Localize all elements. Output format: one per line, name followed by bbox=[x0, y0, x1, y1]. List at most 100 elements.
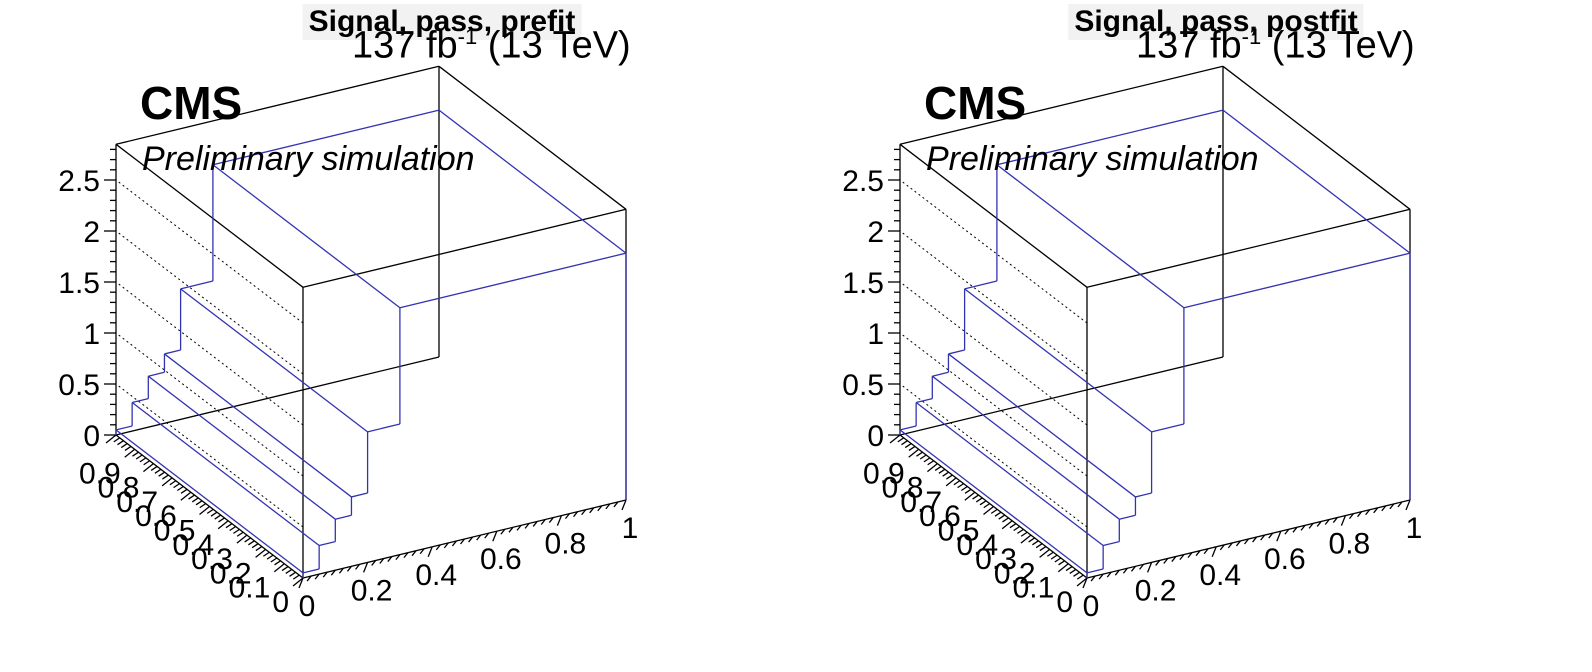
x-tick bbox=[492, 530, 498, 542]
x-tick bbox=[508, 526, 514, 533]
y-tick-label: 0.1 bbox=[229, 572, 271, 605]
y-tick bbox=[248, 540, 255, 546]
x-tick-label: 0 bbox=[299, 590, 316, 623]
z-gridline bbox=[115, 332, 304, 477]
x-tick bbox=[1179, 554, 1185, 561]
x-tick bbox=[1316, 521, 1322, 527]
lego-top-front-edge bbox=[1086, 568, 1104, 574]
y-tick bbox=[960, 485, 968, 492]
x-tick bbox=[1203, 548, 1209, 555]
y-tick bbox=[889, 434, 901, 444]
lego-top-front-edge bbox=[1151, 423, 1185, 433]
lego-top-back-edge bbox=[115, 425, 133, 431]
y-tick bbox=[180, 491, 192, 501]
y-tick bbox=[998, 514, 1006, 520]
x-tick bbox=[322, 571, 328, 578]
y-tick bbox=[994, 511, 1002, 517]
lego-top-front-edge bbox=[1119, 514, 1136, 520]
x-tick bbox=[1122, 567, 1128, 574]
y-tick bbox=[1002, 517, 1009, 523]
y-tick bbox=[292, 577, 304, 587]
x-tick bbox=[1292, 526, 1298, 533]
x-tick bbox=[387, 556, 393, 562]
lego-top-depth-edge bbox=[115, 429, 304, 574]
lumi-label: 137 fb-1 (13 TeV) bbox=[352, 24, 631, 68]
z-gridline bbox=[899, 281, 1088, 426]
y-tick bbox=[176, 485, 184, 492]
lego-top-front-edge bbox=[351, 492, 368, 498]
x-tick bbox=[468, 536, 474, 543]
y-tick bbox=[983, 503, 991, 509]
z-gridline bbox=[899, 383, 1088, 528]
y-tick bbox=[908, 445, 916, 451]
x-tick bbox=[1114, 569, 1120, 576]
x-tick bbox=[395, 554, 401, 561]
cms-label: CMS bbox=[140, 77, 243, 129]
y-tick bbox=[229, 525, 237, 532]
y-tick bbox=[233, 528, 240, 534]
y-tick bbox=[281, 566, 289, 572]
x-tick bbox=[338, 567, 344, 574]
y-tick bbox=[964, 488, 972, 494]
y-tick bbox=[274, 560, 281, 566]
lego-top-back-edge bbox=[996, 109, 1224, 166]
lego-plot-postfit: 00.511.522.50 0.2 0.4 0.6 0.8 100.10.20.30.40… bbox=[842, 65, 1422, 623]
x-tick bbox=[1130, 565, 1136, 572]
y-tick bbox=[135, 454, 143, 460]
x-tick bbox=[314, 573, 320, 580]
y-tick bbox=[199, 503, 207, 509]
x-tick bbox=[1276, 530, 1282, 542]
x-tick bbox=[1397, 501, 1403, 508]
x-tick-label: 0.4 bbox=[1199, 559, 1241, 592]
y-tick bbox=[132, 451, 139, 457]
lego-right-top-edge bbox=[1222, 109, 1411, 254]
y-tick-label: 0.3 bbox=[975, 543, 1017, 576]
x-tick bbox=[379, 558, 385, 564]
x-tick bbox=[532, 521, 538, 527]
lego-top-front-edge bbox=[1183, 252, 1411, 309]
x-tick bbox=[500, 528, 506, 535]
x-tick-label: 0.2 bbox=[1135, 574, 1177, 607]
y-tick bbox=[142, 463, 154, 473]
y-tick bbox=[942, 471, 949, 477]
y-tick bbox=[273, 563, 285, 573]
z-gridline bbox=[115, 383, 304, 528]
lego-top-depth-edge bbox=[212, 164, 401, 309]
y-tick bbox=[292, 574, 300, 580]
y-tick-label: 0.4 bbox=[172, 529, 214, 562]
y-tick-label: 0.5 bbox=[154, 515, 196, 548]
status-label: Preliminary simulation bbox=[926, 140, 1259, 178]
lego-top-back-edge bbox=[899, 425, 917, 431]
left-panel: 0 0.5 1 1.5 2 2.5 0 0.2 0.4 0.6 0.8 1 0 0.1 0.2 0.3 0.4 0… bbox=[58, 4, 638, 623]
x-tick-label: 0.6 bbox=[1264, 543, 1306, 576]
y-tick-label: 0.1 bbox=[1013, 572, 1055, 605]
y-tick bbox=[945, 474, 953, 480]
x-tick bbox=[1348, 513, 1354, 520]
x-tick bbox=[1260, 534, 1266, 541]
x-tick bbox=[1332, 517, 1338, 523]
lego-top-back-edge bbox=[131, 398, 149, 404]
y-tick-label: 0.6 bbox=[919, 500, 961, 533]
y-tick bbox=[289, 571, 296, 577]
x-tick bbox=[451, 540, 457, 547]
y-tick bbox=[1009, 523, 1017, 529]
y-tick bbox=[117, 440, 124, 446]
x-tick bbox=[355, 563, 361, 570]
z-tick-label: 2.5 bbox=[58, 165, 100, 198]
x-tick bbox=[362, 562, 369, 573]
y-tick bbox=[180, 488, 188, 494]
y-tick bbox=[926, 463, 938, 473]
lego-top-back-edge bbox=[964, 280, 998, 290]
lumi-exponent: -1 bbox=[457, 24, 478, 49]
y-tick bbox=[255, 548, 267, 558]
x-tick bbox=[1252, 536, 1258, 543]
y-tick bbox=[244, 537, 252, 543]
x-tick-label: 0.4 bbox=[415, 559, 457, 592]
x-tick bbox=[1389, 503, 1395, 510]
y-tick bbox=[957, 483, 964, 489]
y-tick bbox=[1035, 543, 1043, 549]
z-tick-label: 1 bbox=[867, 318, 884, 351]
y-tick bbox=[916, 451, 923, 457]
y-tick bbox=[1058, 560, 1065, 566]
right-top-edge bbox=[438, 65, 627, 210]
